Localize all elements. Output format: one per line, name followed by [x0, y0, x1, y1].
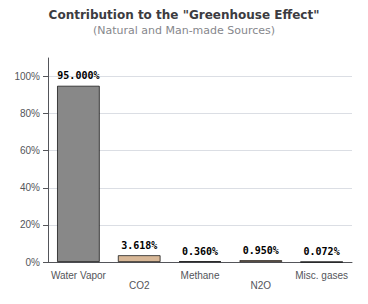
svg-text:Contribution to the "Greenhous: Contribution to the "Greenhouse Effect"	[49, 8, 320, 22]
svg-text:0.950%: 0.950%	[243, 245, 279, 256]
svg-text:Methane: Methane	[181, 270, 220, 281]
svg-text:0%: 0%	[26, 257, 41, 268]
svg-text:60%: 60%	[20, 145, 40, 156]
svg-text:100%: 100%	[14, 71, 40, 82]
svg-text:Water Vapor: Water Vapor	[51, 270, 107, 281]
svg-text:(Natural and Man-made Sources): (Natural and Man-made Sources)	[93, 24, 275, 37]
svg-text:40%: 40%	[20, 182, 40, 193]
svg-text:CO2: CO2	[129, 280, 150, 291]
svg-text:95.000%: 95.000%	[57, 70, 99, 81]
svg-text:0.072%: 0.072%	[304, 246, 340, 257]
svg-text:Misc. gases: Misc. gases	[295, 270, 348, 281]
svg-text:80%: 80%	[20, 108, 40, 119]
svg-text:20%: 20%	[20, 219, 40, 230]
svg-text:3.618%: 3.618%	[121, 240, 157, 251]
svg-text:N2O: N2O	[251, 280, 272, 291]
svg-text:0.360%: 0.360%	[182, 246, 218, 257]
